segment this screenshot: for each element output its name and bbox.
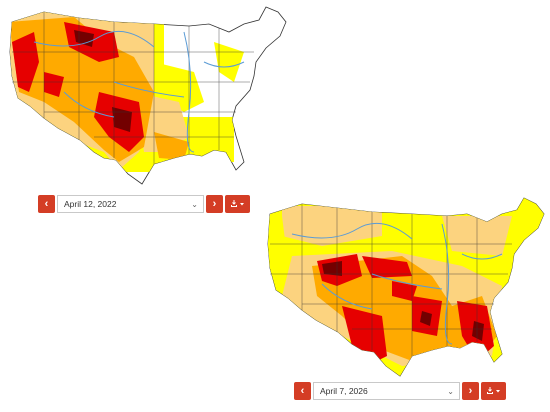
download-button[interactable]	[481, 382, 506, 400]
selected-date: April 7, 2026	[320, 386, 368, 396]
drought-area-extreme	[362, 256, 412, 278]
drought-area-exceptional	[420, 311, 432, 326]
state-borders	[12, 12, 254, 164]
drought-area-severe	[154, 132, 189, 160]
selected-date: April 12, 2022	[64, 199, 117, 209]
chevron-right-icon: ›	[468, 385, 473, 397]
chevron-down-icon: ⌄	[191, 199, 198, 209]
date-select[interactable]: April 12, 2022 ⌄	[57, 195, 204, 213]
drought-area-extreme	[392, 281, 417, 301]
drought-map-2026	[262, 196, 548, 382]
date-picker: ‹ April 7, 2026 ⌄ ›	[294, 382, 506, 400]
us-drought-map	[9, 6, 287, 185]
chevron-right-icon: ›	[212, 198, 217, 210]
chevron-left-icon: ‹	[300, 385, 305, 397]
drought-area-extreme	[12, 32, 39, 92]
chevron-down-icon: ⌄	[447, 386, 454, 396]
drought-area-extreme	[44, 72, 64, 97]
next-date-button[interactable]: ›	[206, 195, 223, 213]
date-picker: ‹ April 12, 2022 ⌄ ›	[38, 195, 250, 213]
date-select[interactable]: April 7, 2026 ⌄	[313, 382, 460, 400]
download-icon	[230, 200, 244, 207]
drought-map-2022	[4, 2, 292, 192]
chevron-left-icon: ‹	[44, 198, 49, 210]
rivers	[291, 222, 503, 345]
drought-area-exceptional	[112, 107, 132, 132]
drought-layer	[268, 198, 544, 376]
drought-area-extreme	[342, 306, 387, 366]
prev-date-button[interactable]: ‹	[294, 382, 311, 400]
prev-date-button[interactable]: ‹	[38, 195, 55, 213]
drought-area-exceptional	[472, 321, 484, 341]
drought-area-moderate	[282, 206, 382, 246]
rivers	[33, 30, 245, 153]
download-button[interactable]	[225, 195, 250, 213]
download-icon	[486, 387, 500, 394]
us-drought-map	[267, 197, 545, 377]
next-date-button[interactable]: ›	[462, 382, 479, 400]
drought-area-severe	[312, 256, 497, 361]
state-borders	[270, 204, 512, 356]
